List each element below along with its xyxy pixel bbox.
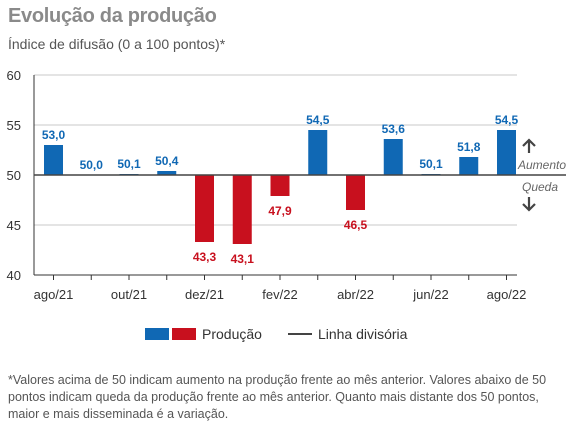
bar <box>157 171 177 175</box>
value-label: 54,5 <box>495 113 519 127</box>
increase-annotation: Aumento <box>517 158 566 172</box>
value-label: 43,3 <box>193 250 217 264</box>
value-label: 47,9 <box>268 204 292 218</box>
arrow-up-icon <box>522 138 536 153</box>
chart-subtitle: Índice de difusão (0 a 100 pontos)* <box>8 36 226 52</box>
value-label: 43,1 <box>231 252 255 266</box>
value-label: 53,0 <box>42 128 66 142</box>
value-label: 53,6 <box>382 122 406 136</box>
bar <box>232 175 252 244</box>
y-tick-label: 60 <box>7 68 21 83</box>
bar <box>270 175 290 196</box>
value-label: 50,4 <box>155 154 179 168</box>
legend: Produção Linha divisória <box>145 326 407 342</box>
legend-swatch-increase <box>145 328 169 340</box>
x-tick-label: dez/21 <box>185 287 224 302</box>
x-tick-label: fev/22 <box>262 287 297 302</box>
x-tick-label: jun/22 <box>412 287 448 302</box>
bar <box>195 175 214 242</box>
bar <box>459 157 479 175</box>
value-label: 54,5 <box>306 113 330 127</box>
value-label: 50,1 <box>419 157 443 171</box>
x-tick-label: out/21 <box>111 287 147 302</box>
decrease-annotation: Queda <box>522 180 558 194</box>
bar <box>346 175 365 210</box>
y-axis-ticks: 40 45 50 55 60 <box>7 68 21 283</box>
y-tick-label: 40 <box>7 268 21 283</box>
value-labels: 53,0 50,0 50,1 50,4 43,3 43,1 47,9 54,5 46,5 53,6… <box>42 113 519 266</box>
bar <box>44 145 63 175</box>
legend-line-divider <box>287 333 312 335</box>
value-label: 46,5 <box>344 218 368 232</box>
legend-swatch-decrease <box>172 328 196 340</box>
x-tick-label: ago/21 <box>34 287 74 302</box>
x-tick-label: abr/22 <box>337 287 374 302</box>
x-tick-label: ago/22 <box>487 287 527 302</box>
y-tick-label: 55 <box>7 118 21 133</box>
value-label: 50,0 <box>80 158 104 172</box>
bar <box>308 130 328 175</box>
footnote: *Valores acima de 50 indicam aumento na … <box>8 373 547 421</box>
x-axis-ticks: ago/21 out/21 dez/21 fev/22 abr/22 jun/22 ago/… <box>34 274 527 302</box>
y-tick-label: 50 <box>7 168 21 183</box>
arrow-down-icon <box>522 197 536 212</box>
direction-annotations: Aumento Queda <box>517 138 566 212</box>
bar <box>383 139 403 175</box>
value-label: 51,8 <box>457 140 481 154</box>
value-label: 50,1 <box>117 157 141 171</box>
chart-title: Evolução da produção <box>8 5 217 27</box>
legend-label-production: Produção <box>202 326 262 342</box>
legend-label-divider: Linha divisória <box>317 326 408 342</box>
bars <box>44 130 516 244</box>
y-tick-label: 45 <box>7 218 21 233</box>
bar <box>497 130 516 175</box>
